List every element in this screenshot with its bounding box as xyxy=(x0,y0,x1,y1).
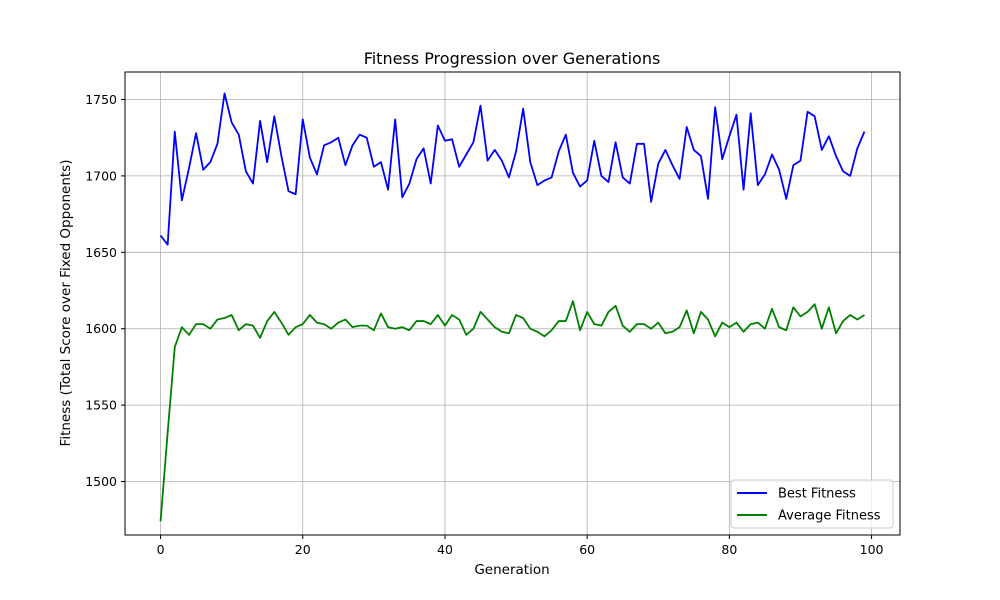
x-tick-label: 40 xyxy=(437,542,453,557)
x-tick-label: 80 xyxy=(721,542,737,557)
x-tick-label: 100 xyxy=(860,542,884,557)
y-tick-label: 1500 xyxy=(85,474,117,489)
y-axis-label: Fitness (Total Score over Fixed Opponent… xyxy=(58,160,74,447)
x-axis-label: Generation xyxy=(474,562,549,578)
y-tick-label: 1650 xyxy=(85,245,117,260)
series-line-best-fitness xyxy=(159,92,866,246)
chart-title: Fitness Progression over Generations xyxy=(364,49,661,68)
x-tick-label: 20 xyxy=(295,542,311,557)
ticks: 0 20 40 60 80 100 1500 1550 1600 1650 1700 1750 xyxy=(85,92,883,557)
x-tick-label: 0 xyxy=(157,542,165,557)
series-line-average-fitness xyxy=(159,300,865,522)
plot-frame xyxy=(124,71,901,536)
y-tick-label: 1700 xyxy=(85,168,117,183)
legend-label-average-fitness: Average Fitness xyxy=(778,509,881,524)
y-tick-label: 1600 xyxy=(85,321,117,336)
series-lines xyxy=(159,92,866,522)
legend: Best Fitness Average Fitness xyxy=(730,479,894,529)
y-tick-label: 1750 xyxy=(85,92,117,107)
legend-box xyxy=(730,479,894,529)
legend-label-best-fitness: Best Fitness xyxy=(778,487,856,502)
x-tick-label: 60 xyxy=(579,542,595,557)
y-tick-label: 1550 xyxy=(85,398,117,413)
